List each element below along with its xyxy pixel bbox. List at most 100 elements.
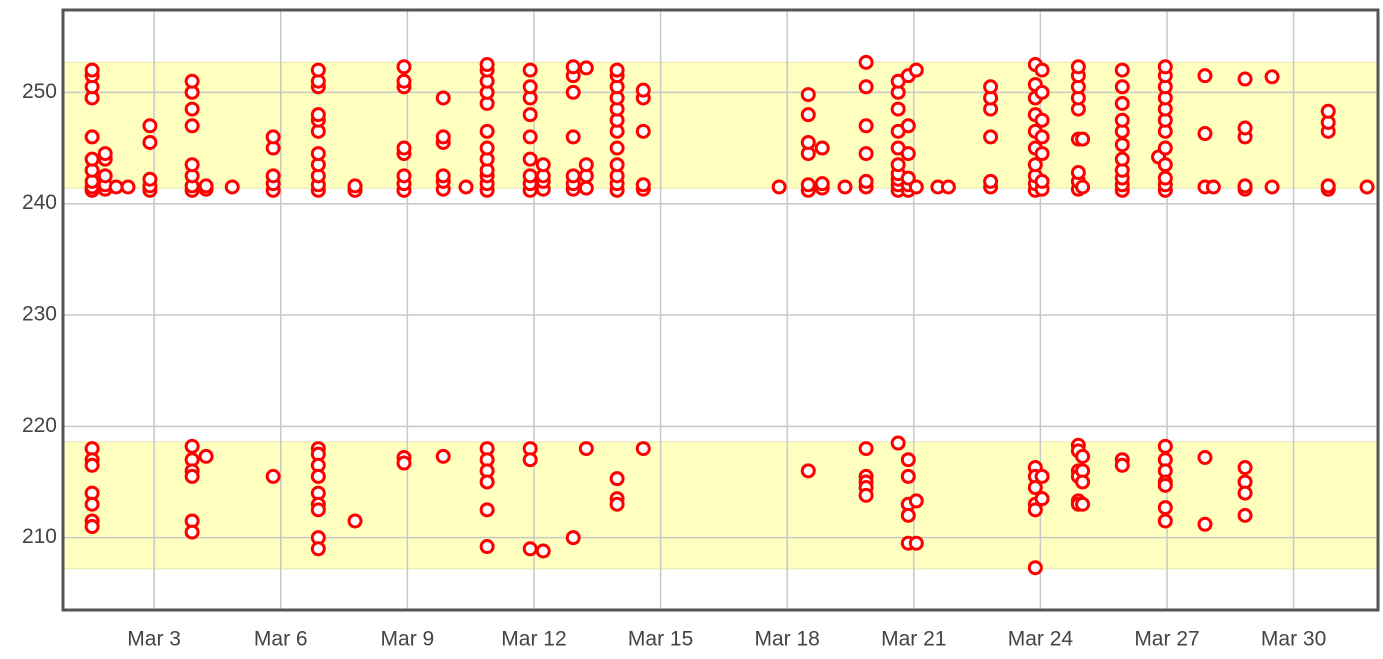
point (1205, 179, 1221, 195)
point (858, 79, 874, 95)
point (1157, 140, 1173, 156)
point (1237, 507, 1253, 523)
point (1114, 151, 1130, 167)
point (1320, 103, 1336, 119)
point (814, 176, 830, 192)
point (458, 179, 474, 195)
point (900, 507, 916, 523)
point (396, 140, 412, 156)
point (1157, 500, 1173, 516)
point (142, 134, 158, 150)
point (142, 118, 158, 134)
point (97, 146, 113, 162)
point (1237, 71, 1253, 87)
point (900, 170, 916, 186)
point (1034, 84, 1050, 100)
point (1320, 178, 1336, 194)
point (1237, 178, 1253, 194)
point (1114, 457, 1130, 473)
x-tick-label: Mar 27 (1134, 628, 1199, 651)
point (84, 129, 100, 145)
point (800, 134, 816, 150)
y-tick-label: 250 (22, 80, 57, 103)
x-tick-label: Mar 24 (1008, 628, 1074, 651)
point (84, 496, 100, 512)
point (800, 177, 816, 193)
point (940, 179, 956, 195)
point (1114, 96, 1130, 112)
point (983, 129, 999, 145)
point (84, 519, 100, 535)
point (120, 179, 136, 195)
point (479, 474, 495, 490)
point (565, 84, 581, 100)
point (479, 123, 495, 139)
point (522, 79, 538, 95)
point (1157, 438, 1173, 454)
point (1264, 69, 1280, 85)
x-tick-label: Mar 21 (881, 628, 946, 651)
point (84, 62, 100, 78)
point (1075, 474, 1091, 490)
point (522, 129, 538, 145)
point (578, 157, 594, 173)
point (1197, 68, 1213, 84)
point (396, 168, 412, 184)
point (1070, 59, 1086, 75)
point (396, 73, 412, 89)
point (858, 487, 874, 503)
point (900, 452, 916, 468)
point (1027, 560, 1043, 576)
points (84, 54, 1375, 576)
point (1027, 480, 1043, 496)
point (84, 151, 100, 167)
point (224, 179, 240, 195)
point (1114, 79, 1130, 95)
point (479, 502, 495, 518)
point (800, 107, 816, 123)
point (800, 87, 816, 103)
point (184, 118, 200, 134)
point (908, 179, 924, 195)
point (1157, 513, 1173, 529)
x-tick-label: Mar 12 (501, 628, 566, 651)
point (347, 178, 363, 194)
point (1237, 485, 1253, 501)
point (1157, 59, 1173, 75)
y-tick-label: 210 (22, 525, 57, 548)
point (565, 530, 581, 546)
point (198, 448, 214, 464)
point (1157, 477, 1173, 493)
point (522, 168, 538, 184)
y-tick-label: 240 (22, 191, 57, 214)
point (890, 157, 906, 173)
point (435, 168, 451, 184)
point (1034, 129, 1050, 145)
point (578, 180, 594, 196)
point (908, 493, 924, 509)
point (1034, 112, 1050, 128)
point (908, 62, 924, 78)
point (1359, 179, 1375, 195)
point (396, 455, 412, 471)
point (900, 146, 916, 162)
point (522, 62, 538, 78)
point (983, 173, 999, 189)
point (184, 73, 200, 89)
point (890, 101, 906, 117)
point (108, 179, 124, 195)
point (1114, 112, 1130, 128)
y-tick-label: 220 (22, 414, 57, 437)
point (609, 496, 625, 512)
point (635, 82, 651, 98)
point (565, 59, 581, 75)
point (858, 118, 874, 134)
point (635, 123, 651, 139)
point (609, 157, 625, 173)
point (1070, 165, 1086, 181)
point (800, 463, 816, 479)
point (435, 90, 451, 106)
point (265, 168, 281, 184)
